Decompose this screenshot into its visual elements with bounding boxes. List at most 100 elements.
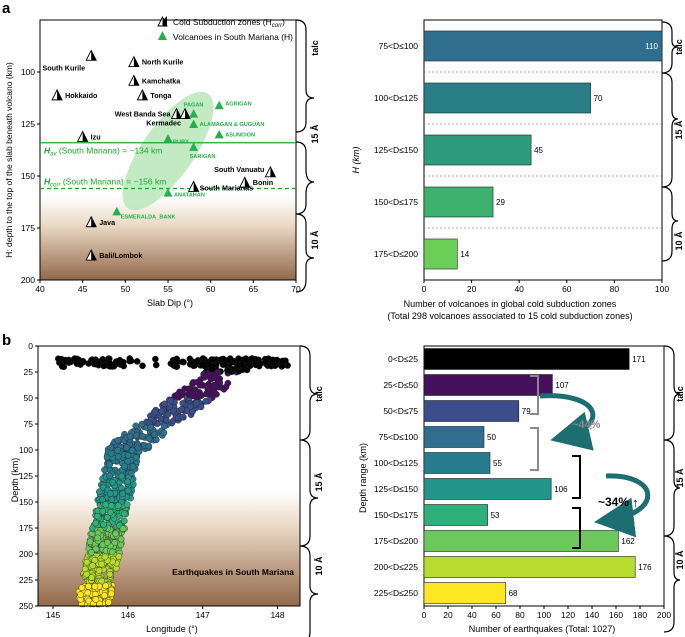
earthquake-point <box>186 355 194 363</box>
volcano-label: ASUNCION <box>225 132 255 138</box>
panel-a-right-ylabel: H (km) <box>351 147 361 174</box>
bar-150<D≤175 <box>423 504 488 526</box>
annotation-black-bracket-2 <box>572 507 581 549</box>
cold-zone-label: Java <box>99 218 116 227</box>
x-tick-label: 40 <box>467 610 477 620</box>
x-tick-label: 140 <box>585 610 599 620</box>
earthquake-point <box>193 357 201 365</box>
earthquake-point <box>235 355 242 362</box>
hav-label: Hav (South Mariana) = ~134 km <box>44 146 162 158</box>
earthquake-point <box>94 534 101 542</box>
earthquake-point <box>173 355 180 363</box>
x-tick-label: 70 <box>291 284 301 294</box>
cold-zone-triangle-half <box>91 250 97 261</box>
volcano-label: AGRIGAN <box>225 101 251 107</box>
category-label: 125<D≤150 <box>374 484 418 494</box>
cold-zone-label: North Kurile <box>142 58 184 67</box>
zone-10a-b: 10 Å <box>314 556 324 576</box>
cold-zone-marker <box>239 176 251 188</box>
bar-value-label: 79 <box>522 407 531 416</box>
zone-talc-a-right: talc <box>674 39 684 55</box>
panel-label-b: b <box>2 332 11 349</box>
cold-zone-triangle-half <box>57 89 63 100</box>
bar-value-label: 53 <box>491 511 500 520</box>
bar-0<D≤25 <box>423 348 630 370</box>
earthquake-point <box>126 433 134 440</box>
earthquake-point <box>98 577 106 585</box>
category-label: 50<D≤75 <box>383 406 418 416</box>
bar-value-label: 14 <box>460 250 469 259</box>
earthquake-points <box>55 355 291 608</box>
earthquake-point <box>121 517 128 525</box>
y-tick-label: 175 <box>21 223 35 233</box>
zone-10a-a-right: 10 Å <box>674 231 684 251</box>
earthquake-point <box>124 478 131 486</box>
cold-zone-triangle-half <box>91 216 97 227</box>
earthquake-point <box>101 592 108 599</box>
cold-zone-marker <box>136 88 149 101</box>
panel-b-right-bars: 171 0<D≤25 107 25<D≤50 79 50<D≤75 50 75<D≤100 55… <box>374 345 671 620</box>
bar-value-label: 110 <box>645 42 658 51</box>
bar-100<D≤125 <box>423 452 491 474</box>
zone-talc-b: talc <box>314 386 324 402</box>
panel-b-left-ylabel: Depth (km) <box>10 458 20 503</box>
earthquake-point <box>197 403 205 411</box>
volcano-marker <box>163 134 173 143</box>
cold-zone-label: Izu <box>91 132 101 141</box>
bar-value-label: 55 <box>493 459 502 468</box>
earthquake-point <box>100 362 108 370</box>
volcano-label: RUBY <box>173 140 189 146</box>
earthquake-point <box>104 514 111 521</box>
bar-125<D≤150 <box>423 134 532 166</box>
volcano-label: ANATAHAN <box>174 193 205 199</box>
earthquake-point <box>93 512 101 520</box>
earthquake-point <box>114 502 122 510</box>
y-tick-label: 200 <box>21 275 35 285</box>
x-tick-label: 20 <box>467 284 477 294</box>
earthquake-point <box>98 560 105 568</box>
bar-125<D≤150 <box>423 478 552 500</box>
panel-b-left-title: Earthquakes in South Mariana <box>172 567 294 577</box>
earthquake-point <box>202 398 209 405</box>
annotation-34-label: ~34% <box>598 495 629 509</box>
bar-75<D≤100 <box>423 30 663 62</box>
earthquake-point <box>279 357 286 365</box>
earthquake-point <box>117 541 124 549</box>
earthquake-point <box>108 496 116 503</box>
earthquake-point <box>85 583 92 590</box>
cold-zone-marker <box>128 55 140 68</box>
category-label: 75<D≤100 <box>379 432 419 442</box>
earthquake-point <box>214 368 222 376</box>
panel-a-right-bars: 110 75<D≤100 70 100<D≤125 45 125<D≤150 29 150<D… <box>374 19 669 294</box>
earthquake-point <box>107 444 115 452</box>
cold-zone-triangle-half <box>270 166 276 177</box>
y-tick-label: 250 <box>19 601 33 611</box>
panel-label-a: a <box>2 0 11 17</box>
earthquake-point <box>92 519 100 527</box>
annotation-34-up-icon: ↑ <box>632 495 639 510</box>
bar-value-label: 106 <box>554 485 568 494</box>
panel-b-left-scatter: 145 146 147 148 0 25 50 75 100 125 150 175 200 225 250… <box>19 341 301 620</box>
x-tick-label: 180 <box>633 610 647 620</box>
earthquake-point <box>164 410 172 418</box>
x-tick-label: 40 <box>514 284 524 294</box>
annotation-44-down-icon: ↓ <box>588 418 594 432</box>
legend-cold-subduction-icon <box>157 15 168 27</box>
cold-zone-triangle-half <box>82 131 88 142</box>
zone-10a-a: 10 Å <box>310 230 320 250</box>
earthquake-point <box>106 359 114 367</box>
zone-brace-a-left <box>295 19 315 293</box>
earthquake-point <box>129 463 137 471</box>
bar-value-label: 29 <box>496 198 505 207</box>
x-tick-label: 0 <box>422 284 427 294</box>
earthquake-point <box>173 391 181 399</box>
x-tick-label: 60 <box>491 610 501 620</box>
earthquake-point <box>178 405 185 413</box>
cold-zone-triangle-half <box>142 89 148 100</box>
category-label: 225<D≤250 <box>374 588 418 598</box>
earthquake-point <box>242 356 250 364</box>
x-tick-label: 200 <box>657 610 671 620</box>
earthquake-point <box>58 363 66 370</box>
earthquake-point <box>108 590 115 598</box>
volcano-label: SARIGAN <box>190 154 216 160</box>
